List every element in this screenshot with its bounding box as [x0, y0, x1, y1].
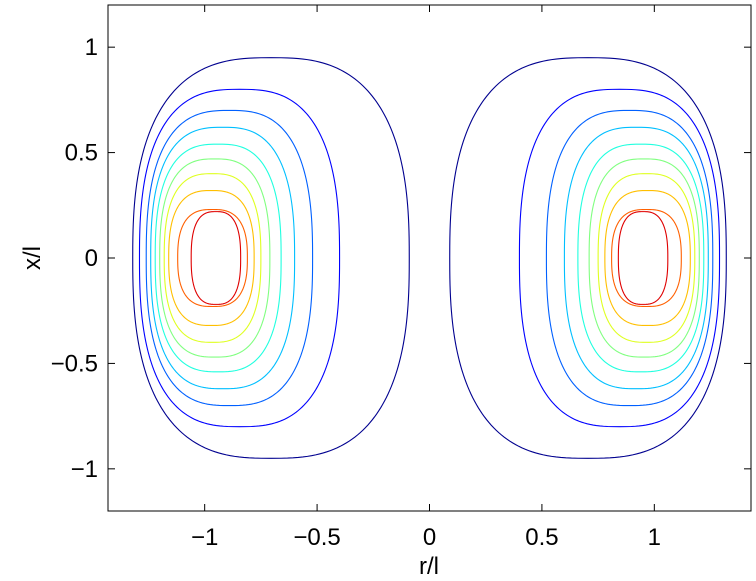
plot-area-background: [108, 5, 751, 511]
contour-line-level-4-left: [150, 126, 296, 390]
contour-line-level-7-left: [163, 173, 262, 343]
contour-line-level-4-right: [563, 126, 709, 390]
x-tick-label: 1: [648, 524, 661, 551]
contour-line-level-10-right: [617, 211, 669, 305]
y-tick-label: 1: [85, 34, 98, 61]
y-axis-label: x/l: [19, 246, 46, 270]
contour-line-level-9-right: [611, 208, 682, 308]
contour-line-level-2-right: [518, 88, 721, 428]
contour-line-level-3-right: [545, 109, 714, 407]
x-tick-labels-group: −1 −0.5 0 0.5 1: [191, 524, 661, 551]
y-tick-label: 0.5: [65, 140, 98, 167]
x-tick-label: 0: [423, 524, 436, 551]
contour-line-level-8-right: [604, 189, 691, 327]
contour-line-level-5-left: [154, 143, 282, 373]
tick-marks-group: [108, 5, 751, 511]
x-tick-label: 0.5: [525, 524, 558, 551]
contour-line-level-5-right: [577, 143, 705, 373]
contour-line-level-1-right: [449, 57, 727, 459]
contour-line-level-10-left: [190, 211, 242, 305]
contour-line-level-8-left: [168, 189, 255, 327]
contour-line-level-7-right: [597, 173, 696, 343]
y-tick-labels-group: −1 −0.5 0 0.5 1: [51, 34, 98, 483]
contour-line-level-6-right: [588, 158, 700, 358]
contour-line-level-3-left: [145, 109, 314, 407]
contour-line-level-1-left: [132, 57, 410, 459]
y-tick-label: −1: [71, 456, 98, 483]
x-tick-label: −0.5: [293, 524, 340, 551]
y-tick-label: −0.5: [51, 350, 98, 377]
x-axis-label: r/l: [419, 553, 439, 580]
contour-line-level-2-left: [138, 88, 341, 428]
contour-line-level-6-left: [159, 158, 271, 358]
contour-lines-group: [132, 57, 727, 459]
y-tick-label: 0: [85, 245, 98, 272]
contour-line-level-9-left: [177, 208, 248, 308]
x-tick-label: −1: [191, 524, 218, 551]
